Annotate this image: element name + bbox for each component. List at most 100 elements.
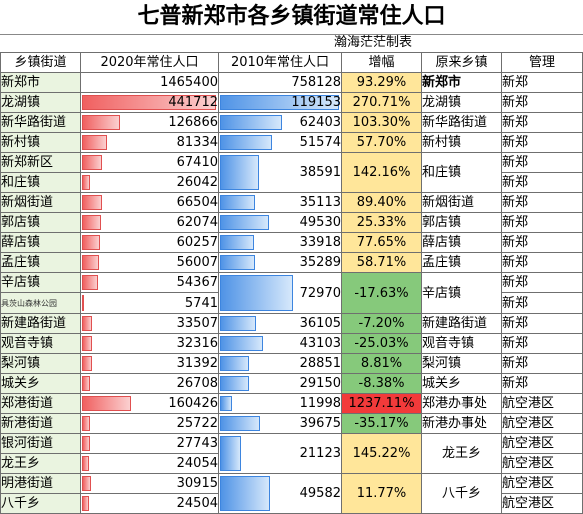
original-town-cell[interactable]: 观音寺镇 [421, 333, 502, 354]
town-name-cell[interactable]: 新村镇 [0, 132, 81, 153]
management-cell[interactable]: 新郑 [501, 92, 583, 113]
town-name-cell[interactable]: 和庄镇 [0, 172, 81, 193]
management-cell[interactable]: 新郑 [501, 373, 583, 394]
town-name-cell[interactable]: 梨河镇 [0, 353, 81, 374]
pop-2020-cell[interactable]: 67410 [80, 152, 219, 173]
pop-2020-cell[interactable]: 24054 [80, 453, 219, 474]
pop-2020-cell[interactable]: 25722 [80, 413, 219, 434]
town-name-cell[interactable]: 龙湖镇 [0, 92, 81, 113]
management-cell[interactable]: 新郑 [501, 252, 583, 273]
original-town-cell[interactable]: 新港办事处 [421, 413, 502, 434]
management-cell[interactable]: 新郑 [501, 333, 583, 354]
town-name-cell[interactable]: 新郑新区 [0, 152, 81, 173]
management-cell[interactable]: 新郑 [501, 353, 583, 374]
pop-2010-cell[interactable]: 11998 [218, 393, 342, 414]
town-name-cell[interactable]: 银河街道 [0, 433, 81, 454]
management-cell[interactable]: 航空港区 [501, 413, 583, 434]
header-cell[interactable]: 2020年常住人口 [80, 52, 219, 73]
growth-cell[interactable]: 270.71% [341, 92, 422, 113]
growth-cell[interactable]: -25.03% [341, 333, 422, 354]
original-town-cell[interactable]: 梨河镇 [421, 353, 502, 374]
original-town-cell[interactable]: 和庄镇 [421, 152, 502, 193]
town-name-cell[interactable]: 新建路街道 [0, 313, 81, 334]
management-cell[interactable]: 新郑 [501, 292, 583, 314]
original-town-cell[interactable]: 新郑市 [421, 72, 502, 93]
town-name-cell[interactable]: 观音寺镇 [0, 333, 81, 354]
town-name-cell[interactable]: 郑港街道 [0, 393, 81, 414]
original-town-cell[interactable]: 龙王乡 [421, 433, 502, 474]
management-cell[interactable]: 新郑 [501, 152, 583, 173]
pop-2010-cell[interactable]: 21123 [218, 433, 342, 474]
header-cell[interactable]: 原来乡镇 [421, 52, 502, 73]
town-name-cell[interactable]: 孟庄镇 [0, 252, 81, 273]
management-cell[interactable]: 航空港区 [501, 453, 583, 474]
growth-cell[interactable]: 1237.11% [341, 393, 422, 414]
pop-2010-cell[interactable]: 39675 [218, 413, 342, 434]
management-cell[interactable]: 新郑 [501, 313, 583, 334]
original-town-cell[interactable]: 八千乡 [421, 473, 502, 514]
pop-2020-cell[interactable]: 5741 [80, 292, 219, 314]
original-town-cell[interactable]: 龙湖镇 [421, 92, 502, 113]
growth-cell[interactable]: 93.29% [341, 72, 422, 93]
town-name-cell[interactable]: 新港街道 [0, 413, 81, 434]
growth-cell[interactable]: -35.17% [341, 413, 422, 434]
management-cell[interactable]: 航空港区 [501, 393, 583, 414]
pop-2010-cell[interactable]: 49582 [218, 473, 342, 514]
original-town-cell[interactable]: 辛店镇 [421, 272, 502, 314]
town-name-cell[interactable]: 明港街道 [0, 473, 81, 494]
pop-2020-cell[interactable]: 66504 [80, 192, 219, 213]
pop-2010-cell[interactable]: 38591 [218, 152, 342, 193]
original-town-cell[interactable]: 孟庄镇 [421, 252, 502, 273]
original-town-cell[interactable]: 城关乡 [421, 373, 502, 394]
town-name-cell[interactable]: 薛店镇 [0, 232, 81, 253]
pop-2010-cell[interactable]: 62403 [218, 112, 342, 133]
pop-2020-cell[interactable]: 32316 [80, 333, 219, 354]
header-cell[interactable]: 增幅 [341, 52, 422, 73]
growth-cell[interactable]: 77.65% [341, 232, 422, 253]
pop-2020-cell[interactable]: 126866 [80, 112, 219, 133]
growth-cell[interactable]: 57.70% [341, 132, 422, 153]
pop-2010-cell[interactable]: 35289 [218, 252, 342, 273]
growth-cell[interactable]: -7.20% [341, 313, 422, 334]
original-town-cell[interactable]: 新建路街道 [421, 313, 502, 334]
management-cell[interactable]: 新郑 [501, 172, 583, 193]
management-cell[interactable]: 新郑 [501, 112, 583, 133]
pop-2020-cell[interactable]: 60257 [80, 232, 219, 253]
pop-2010-cell[interactable]: 51574 [218, 132, 342, 153]
town-name-cell[interactable]: 郭店镇 [0, 212, 81, 233]
growth-cell[interactable]: 8.81% [341, 353, 422, 374]
original-town-cell[interactable]: 新华路街道 [421, 112, 502, 133]
original-town-cell[interactable]: 郭店镇 [421, 212, 502, 233]
pop-2020-cell[interactable]: 81334 [80, 132, 219, 153]
pop-2010-cell[interactable]: 36105 [218, 313, 342, 334]
growth-cell[interactable]: -8.38% [341, 373, 422, 394]
town-name-cell[interactable]: 新华路街道 [0, 112, 81, 133]
town-name-cell[interactable]: 具茨山森林公园 [0, 292, 81, 314]
pop-2020-cell[interactable]: 54367 [80, 272, 219, 293]
management-cell[interactable]: 航空港区 [501, 473, 583, 494]
management-cell[interactable]: 新郑 [501, 272, 583, 293]
pop-2020-cell[interactable]: 1465400 [80, 72, 219, 93]
original-town-cell[interactable]: 新村镇 [421, 132, 502, 153]
growth-cell[interactable]: 11.77% [341, 473, 422, 514]
growth-cell[interactable]: 142.16% [341, 152, 422, 193]
management-cell[interactable]: 新郑 [501, 132, 583, 153]
pop-2020-cell[interactable]: 30915 [80, 473, 219, 494]
growth-cell[interactable]: -17.63% [341, 272, 422, 314]
management-cell[interactable]: 新郑 [501, 192, 583, 213]
pop-2010-cell[interactable]: 72970 [218, 272, 342, 314]
header-cell[interactable]: 2010年常住人口 [218, 52, 342, 73]
management-cell[interactable]: 航空港区 [501, 433, 583, 454]
pop-2020-cell[interactable]: 26708 [80, 373, 219, 394]
growth-cell[interactable]: 25.33% [341, 212, 422, 233]
town-name-cell[interactable]: 八千乡 [0, 493, 81, 514]
pop-2010-cell[interactable]: 758128 [218, 72, 342, 93]
management-cell[interactable]: 新郑 [501, 72, 583, 93]
pop-2010-cell[interactable]: 119153 [218, 92, 342, 113]
pop-2020-cell[interactable]: 56007 [80, 252, 219, 273]
header-cell[interactable]: 乡镇街道 [0, 52, 81, 73]
pop-2020-cell[interactable]: 441712 [80, 92, 219, 113]
growth-cell[interactable]: 89.40% [341, 192, 422, 213]
pop-2010-cell[interactable]: 35113 [218, 192, 342, 213]
pop-2010-cell[interactable]: 33918 [218, 232, 342, 253]
